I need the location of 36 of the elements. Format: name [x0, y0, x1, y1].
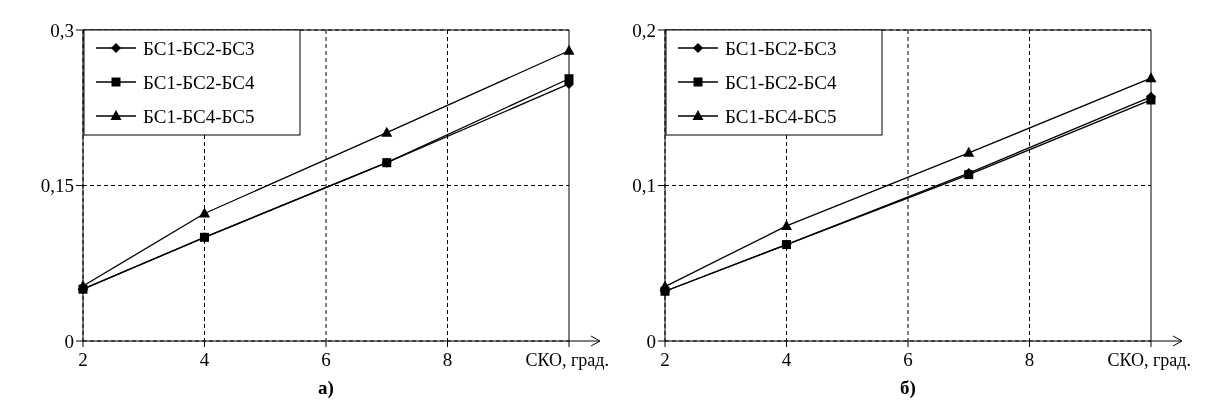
- point: [659, 280, 671, 291]
- x-tick-label: 8: [1024, 349, 1035, 370]
- point: [381, 126, 393, 137]
- point: [963, 146, 975, 157]
- y-tick-label: 0: [64, 330, 74, 352]
- legend-label: БС1-БС2-БС4: [725, 71, 838, 93]
- point: [199, 207, 210, 218]
- point: [1146, 95, 1156, 105]
- text: б): [900, 377, 916, 399]
- y-tick-label: 0,3: [50, 19, 74, 41]
- x-axis-title: СКО, град.: [1107, 350, 1191, 370]
- point: [77, 280, 89, 291]
- point: [382, 158, 392, 168]
- legend-label: БС1-БС2-БС3: [143, 37, 255, 59]
- text: а): [318, 377, 334, 399]
- y-tick-label: 0,2: [632, 19, 656, 41]
- legend-label: БС1-БС4-БС5: [725, 105, 837, 127]
- point: [1145, 72, 1157, 83]
- x-axis-title: СКО, град.: [525, 350, 609, 370]
- x-tick-label: 8: [442, 349, 453, 370]
- x-tick-label: 2: [78, 349, 88, 370]
- x-tick-label: 2: [660, 349, 670, 370]
- x-tick-label: 6: [903, 349, 913, 370]
- legend-label: БС1-БС2-БС4: [143, 71, 256, 93]
- x-tick-label: 4: [199, 349, 210, 370]
- y-tick-label: 0,1: [632, 175, 656, 196]
- y-tick-label: 0: [646, 330, 656, 352]
- y-tick-label: 0,15: [40, 175, 74, 196]
- point: [200, 232, 209, 242]
- x-tick-label: 6: [321, 349, 331, 370]
- x-tick-label: 4: [781, 349, 792, 370]
- point: [782, 240, 791, 250]
- point: [564, 74, 574, 84]
- legend-label: БС1-БС4-БС5: [143, 105, 255, 127]
- legend-label: БС1-БС2-БС3: [725, 37, 837, 59]
- point: [563, 44, 575, 55]
